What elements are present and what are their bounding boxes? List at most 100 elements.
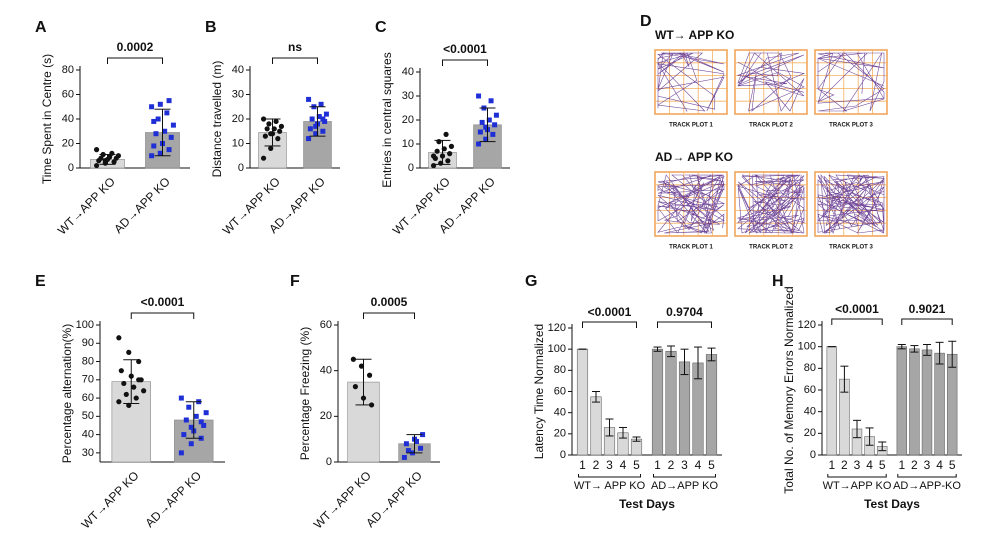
data-point xyxy=(307,126,313,132)
group-label: WT→ APP KO xyxy=(574,480,646,492)
x-tick-label: 2 xyxy=(911,458,918,472)
significance-bracket xyxy=(442,59,488,66)
y-tick-label: 90 xyxy=(82,337,94,349)
data-point xyxy=(447,151,453,157)
panel-letter: F xyxy=(290,273,300,290)
group-label: AD→ APP KO xyxy=(655,150,733,164)
y-tick-label: 30 xyxy=(232,88,244,100)
data-point xyxy=(483,124,489,130)
data-point xyxy=(260,155,267,161)
x-tick-label: 4 xyxy=(620,458,627,472)
data-point xyxy=(266,121,272,127)
panel-letter: C xyxy=(375,19,387,36)
data-point xyxy=(151,143,157,149)
data-point xyxy=(260,116,267,122)
group-bracket xyxy=(827,474,887,478)
x-tick-label: 2 xyxy=(841,458,848,472)
significance-bracket xyxy=(901,318,953,325)
data-point xyxy=(203,410,209,416)
y-tick-label: 100 xyxy=(548,343,566,355)
data-point xyxy=(136,377,142,383)
y-tick-label: 0 xyxy=(238,162,244,174)
data-point xyxy=(352,384,359,390)
x-tick-label: 3 xyxy=(681,458,688,472)
data-point xyxy=(157,101,163,107)
panel-letter: B xyxy=(205,19,217,36)
data-point xyxy=(493,112,499,118)
y-tick-label: 60 xyxy=(82,392,94,404)
y-tick-label: 10 xyxy=(402,138,414,150)
track xyxy=(817,173,885,234)
data-point xyxy=(157,150,163,156)
track-label: TRACK PLOT 2 xyxy=(749,123,793,129)
data-point xyxy=(170,122,176,128)
y-tick-label: 80 xyxy=(82,355,94,367)
significance-bracket xyxy=(107,57,163,64)
panel-letter: G xyxy=(525,273,537,290)
data-point xyxy=(323,111,329,117)
group-label: AD→APP-KO xyxy=(893,480,961,492)
y-tick-label: 80 xyxy=(62,64,74,76)
data-point xyxy=(320,128,326,134)
data-point xyxy=(149,153,155,159)
x-tick-label: 1 xyxy=(579,458,586,472)
y-tick-label: 120 xyxy=(548,322,566,334)
data-point xyxy=(193,413,199,419)
track-label: TRACK PLOT 3 xyxy=(829,245,873,251)
track xyxy=(657,51,725,112)
y-tick-label: 10 xyxy=(232,137,244,149)
data-point xyxy=(306,96,312,102)
arena xyxy=(734,49,808,115)
data-point xyxy=(133,395,139,401)
data-point xyxy=(420,432,426,438)
data-point xyxy=(414,438,420,444)
panel-letter: E xyxy=(35,273,46,290)
data-point xyxy=(178,395,184,401)
y-tick-label: 0 xyxy=(68,162,74,174)
group-label: WT→ APP KO xyxy=(655,28,734,42)
data-point xyxy=(153,131,159,137)
significance-bracket xyxy=(272,57,318,64)
bar xyxy=(576,348,589,456)
y-tick-label: 30 xyxy=(402,90,414,102)
group-label: WT→APP KO xyxy=(823,480,892,492)
bar xyxy=(934,352,945,456)
y-tick-label: 20 xyxy=(320,410,332,422)
data-point xyxy=(262,133,268,139)
data-point xyxy=(123,391,129,398)
data-point xyxy=(115,153,122,159)
data-point xyxy=(479,119,485,125)
bar xyxy=(896,346,908,456)
x-tick-label: 4 xyxy=(866,458,873,472)
y-axis-label: Latency Time Normalized xyxy=(532,324,546,459)
data-point xyxy=(93,147,100,153)
y-tick-label: 60 xyxy=(554,385,566,397)
y-tick-label: 60 xyxy=(804,384,816,396)
data-point xyxy=(278,123,285,129)
y-tick-label: 100 xyxy=(76,319,94,331)
x-tick-label: WT→APP KO xyxy=(55,174,118,237)
data-point xyxy=(277,128,283,134)
significance-bracket xyxy=(657,321,712,328)
y-tick-label: 20 xyxy=(402,114,414,126)
y-axis-label: Total No. of Memory Errors Normalized xyxy=(782,286,796,493)
y-axis-label: Percentage alternation(%) xyxy=(60,324,74,463)
y-tick-label: 40 xyxy=(82,429,94,441)
data-point xyxy=(116,335,122,341)
data-point xyxy=(436,139,442,145)
y-axis-label: Percentage Freezing (%) xyxy=(298,327,312,460)
data-point xyxy=(131,384,137,390)
bar xyxy=(651,348,664,456)
x-axis-label: Test Days xyxy=(619,497,675,511)
data-point xyxy=(492,122,498,128)
data-point xyxy=(486,117,492,123)
data-point xyxy=(366,372,373,378)
significance-label: ns xyxy=(288,40,302,54)
data-point xyxy=(183,417,189,423)
data-point xyxy=(102,158,108,164)
significance-label: <0.0001 xyxy=(443,42,487,56)
data-point xyxy=(313,131,319,137)
bar xyxy=(946,353,958,456)
panel-letter: H xyxy=(772,273,784,290)
data-point xyxy=(155,116,161,122)
